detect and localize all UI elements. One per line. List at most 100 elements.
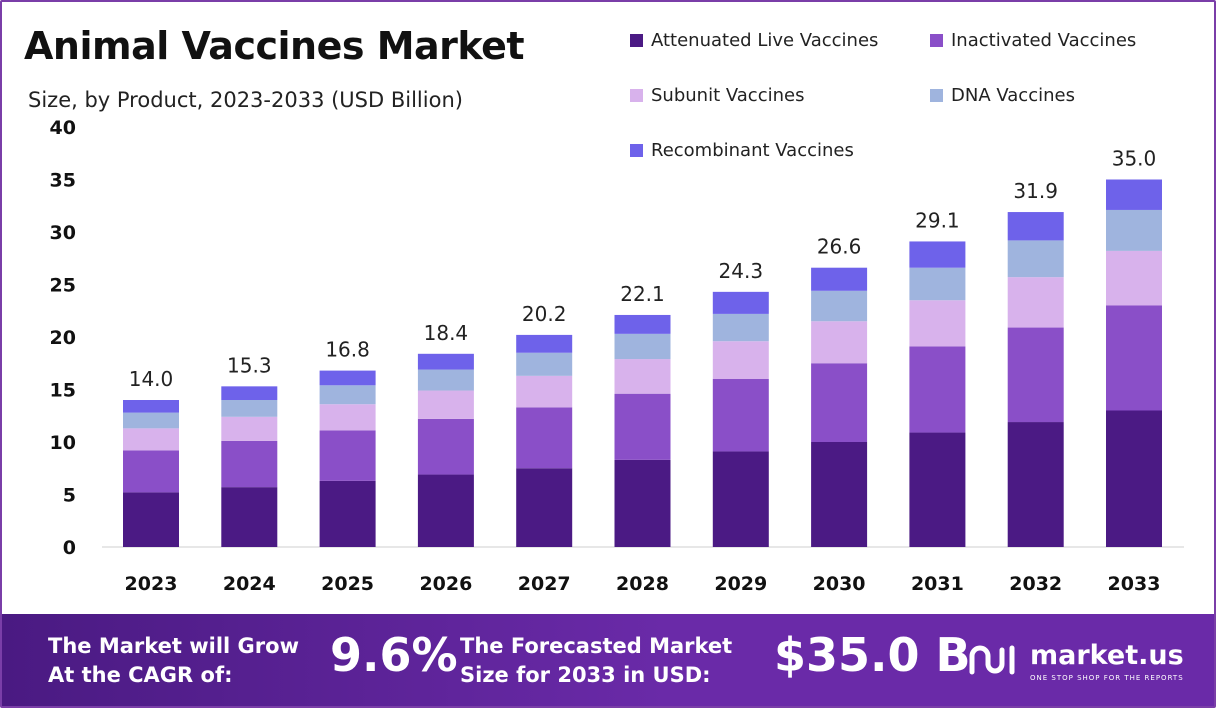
bar-total-label: 22.1 <box>620 282 665 306</box>
bar-segment <box>516 375 573 408</box>
legend-item-subunit: Subunit Vaccines <box>630 85 804 106</box>
bar-total-label: 29.1 <box>915 208 960 232</box>
forecast-caption-line2: Size for 2033 in USD: <box>460 663 711 687</box>
bar-segment <box>417 418 474 475</box>
bar-total-label: 18.4 <box>424 321 469 345</box>
forecast-caption: The Forecasted Market Size for 2033 in U… <box>460 632 732 690</box>
x-tick-label: 2025 <box>321 573 374 595</box>
bar-segment <box>221 416 278 441</box>
bar-total-label: 31.9 <box>1013 179 1058 203</box>
bar-segment <box>319 480 376 547</box>
legend-item-attenuated-live: Attenuated Live Vaccines <box>630 30 878 51</box>
bar-segment <box>614 333 671 360</box>
bar-segment <box>614 359 671 394</box>
stacked-bar-chart: 051015202530354014.0202315.3202416.82025… <box>50 117 1184 595</box>
x-tick-label: 2029 <box>714 573 767 595</box>
bar-segment <box>516 407 573 469</box>
x-tick-label: 2030 <box>813 573 866 595</box>
bar-segment <box>319 385 376 405</box>
bar-segment <box>1106 179 1162 210</box>
bar-segment <box>123 450 179 493</box>
legend-swatch <box>630 144 643 157</box>
footer-banner: The Market will Grow At the CAGR of: 9.6… <box>2 614 1214 706</box>
bar-segment <box>516 352 573 376</box>
bar-segment <box>123 400 179 413</box>
bar-segment <box>417 353 474 370</box>
bar-segment <box>909 346 966 433</box>
brand-logo[interactable]: market.us ONE STOP SHOP FOR THE REPORTS <box>968 638 1198 688</box>
bar-segment <box>319 404 376 431</box>
bar-segment <box>417 369 474 391</box>
legend-item-inactivated: Inactivated Vaccines <box>930 30 1136 51</box>
x-tick-label: 2023 <box>125 573 178 595</box>
bar-segment <box>221 440 278 488</box>
cagr-caption-line1: The Market will Grow <box>48 634 299 658</box>
bar-segment <box>417 390 474 419</box>
bar-segment <box>811 363 868 442</box>
bar-total-label: 14.0 <box>129 367 174 391</box>
cagr-caption: The Market will Grow At the CAGR of: <box>48 632 299 690</box>
bar-total-label: 15.3 <box>227 353 272 377</box>
bar-segment <box>811 267 868 291</box>
y-tick-label: 0 <box>63 537 76 559</box>
bar-segment <box>909 241 966 268</box>
legend-swatch <box>930 34 943 47</box>
bar-segment <box>516 334 573 353</box>
chart-subtitle: Size, by Product, 2023-2033 (USD Billion… <box>28 88 463 112</box>
bar-segment <box>1007 327 1064 423</box>
legend-label: Inactivated Vaccines <box>951 30 1137 51</box>
brand-tagline: ONE STOP SHOP FOR THE REPORTS <box>1030 674 1184 682</box>
y-tick-label: 5 <box>63 485 76 507</box>
legend-label: Attenuated Live Vaccines <box>651 30 879 51</box>
y-tick-label: 30 <box>50 222 76 244</box>
bar-segment <box>123 428 179 451</box>
bar-total-label: 26.6 <box>817 235 862 259</box>
y-tick-label: 10 <box>50 432 76 454</box>
legend-swatch <box>630 89 643 102</box>
y-tick-label: 25 <box>50 275 76 297</box>
legend-swatch <box>630 34 643 47</box>
bar-segment <box>1007 240 1064 278</box>
bar-segment <box>516 468 573 547</box>
y-tick-label: 35 <box>50 170 76 192</box>
legend-label: Recombinant Vaccines <box>651 140 854 161</box>
bar-segment <box>712 451 769 547</box>
bar-segment <box>123 492 179 547</box>
chart-title: Animal Vaccines Market <box>24 24 525 68</box>
bar-segment <box>712 341 769 379</box>
bar-segment <box>1007 212 1064 241</box>
x-tick-label: 2024 <box>223 573 276 595</box>
bar-segment <box>1106 305 1162 411</box>
bar-total-label: 16.8 <box>325 338 370 362</box>
x-tick-label: 2033 <box>1108 573 1161 595</box>
x-tick-label: 2027 <box>518 573 571 595</box>
bar-segment <box>221 487 278 547</box>
bar-segment <box>417 474 474 547</box>
forecast-value: $35.0 B <box>774 628 971 682</box>
bar-segment <box>1106 250 1162 306</box>
legend-swatch <box>930 89 943 102</box>
bar-segment <box>1106 209 1162 251</box>
bar-segment <box>712 313 769 342</box>
cagr-caption-line2: At the CAGR of: <box>48 663 233 687</box>
bar-segment <box>614 314 671 334</box>
legend-label: Subunit Vaccines <box>651 85 805 106</box>
bar-total-label: 20.2 <box>522 302 567 326</box>
bar-segment <box>811 321 868 364</box>
bar-segment <box>909 432 966 547</box>
bar-segment <box>909 300 966 347</box>
cagr-value: 9.6% <box>330 628 458 682</box>
bar-segment <box>319 370 376 386</box>
x-tick-label: 2028 <box>616 573 669 595</box>
x-tick-label: 2031 <box>911 573 964 595</box>
y-tick-label: 15 <box>50 380 76 402</box>
bar-segment <box>1007 277 1064 328</box>
bar-segment <box>123 412 179 429</box>
bar-segment <box>221 400 278 417</box>
bar-segment <box>811 442 868 547</box>
bar-segment <box>909 267 966 301</box>
bar-segment <box>614 459 671 547</box>
x-tick-label: 2032 <box>1009 573 1062 595</box>
market-us-logo-icon <box>969 645 1015 675</box>
